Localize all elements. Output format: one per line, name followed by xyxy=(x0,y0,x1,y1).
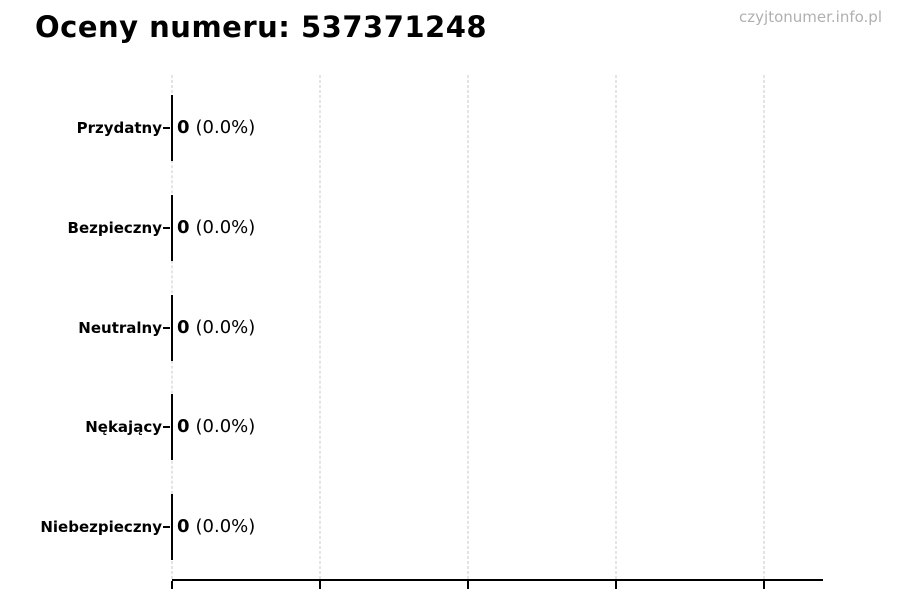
y-axis-tick xyxy=(163,526,170,528)
y-axis-tick xyxy=(163,227,170,229)
plot-area xyxy=(163,75,823,589)
category-label-nekajacy: Nękający xyxy=(85,418,162,436)
value-count: 0 xyxy=(177,117,190,138)
watermark: czyjtonumer.info.pl xyxy=(739,8,882,26)
category-label-niebezpieczny: Niebezpieczny xyxy=(40,518,162,536)
category-label-bezpieczny: Bezpieczny xyxy=(67,219,162,237)
gridline xyxy=(319,75,321,579)
value-percent: (0.0%) xyxy=(195,516,256,537)
value-label: 0 (0.0%) xyxy=(177,216,255,240)
value-label: 0 (0.0%) xyxy=(177,116,255,140)
y-axis-tick xyxy=(163,327,170,329)
gridline xyxy=(763,75,765,579)
x-axis-tick xyxy=(171,581,173,589)
value-label: 0 (0.0%) xyxy=(177,515,255,539)
bar-nekajacy xyxy=(171,394,173,460)
bar-neutralny xyxy=(171,295,173,361)
x-axis-tick xyxy=(467,581,469,589)
value-percent: (0.0%) xyxy=(195,117,256,138)
y-axis-tick xyxy=(163,127,170,129)
gridline xyxy=(467,75,469,579)
value-percent: (0.0%) xyxy=(195,217,256,238)
y-axis-tick xyxy=(163,426,170,428)
x-axis-tick xyxy=(319,581,321,589)
chart-title: Oceny numeru: 537371248 xyxy=(35,10,488,44)
value-percent: (0.0%) xyxy=(195,317,256,338)
bar-przydatny xyxy=(171,95,173,161)
value-count: 0 xyxy=(177,317,190,338)
x-axis-tick xyxy=(763,581,765,589)
bar-bezpieczny xyxy=(171,195,173,261)
bar-niebezpieczny xyxy=(171,494,173,560)
value-count: 0 xyxy=(177,416,190,437)
value-label: 0 (0.0%) xyxy=(177,316,255,340)
value-count: 0 xyxy=(177,217,190,238)
x-axis-tick xyxy=(615,581,617,589)
category-label-przydatny: Przydatny xyxy=(76,119,162,137)
value-percent: (0.0%) xyxy=(195,416,256,437)
category-label-neutralny: Neutralny xyxy=(78,319,162,337)
gridline xyxy=(615,75,617,579)
value-count: 0 xyxy=(177,516,190,537)
value-label: 0 (0.0%) xyxy=(177,415,255,439)
